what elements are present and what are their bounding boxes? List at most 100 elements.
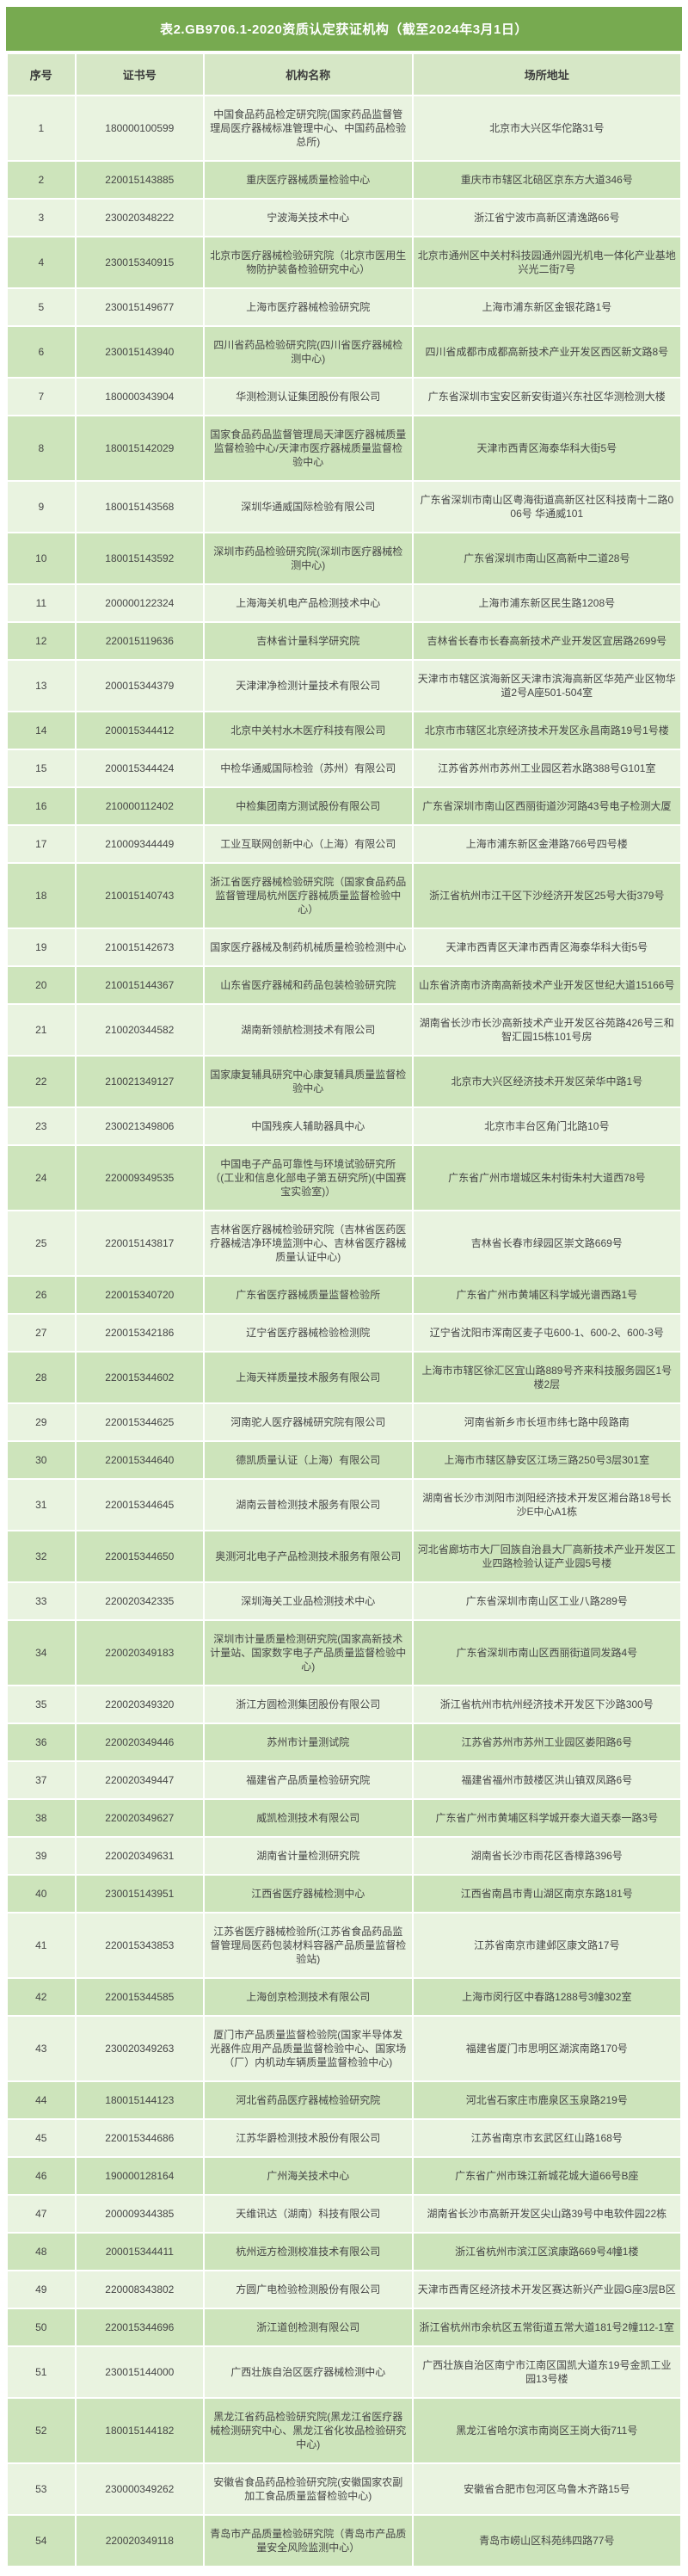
cell-address: 湖南省长沙市雨花区香樟路396号 [413,1838,680,1874]
cell-address: 上海市市辖区静安区江场三路250号3层301室 [413,1442,680,1478]
cell-address: 北京市通州区中关村科技园通州园光机电一体化产业基地兴光二街7号 [413,237,680,287]
cell-index: 30 [8,1442,75,1478]
cell-cert-number: 210015144367 [76,967,204,1003]
cell-address: 江苏省苏州市苏州工业园区娄阳路6号 [413,1724,680,1760]
cell-cert-number: 220015344650 [76,1531,204,1581]
cell-cert-number: 220015344585 [76,1979,204,2015]
table-row: 28 220015344602 上海天祥质量技术服务有限公司 上海市市辖区徐汇区宜山路… [8,1353,680,1402]
cell-index: 39 [8,1838,75,1874]
cell-cert-number: 220015143817 [76,1211,204,1275]
table-row: 47 200009344385 天维讯达（湖南）科技有限公司 湖南省长沙市高新开发区尖… [8,2196,680,2232]
cell-institution-name: 国家医疗器械及制药机械质量检验检测中心 [205,929,412,965]
cell-institution-name: 山东省医疗器械和药品包装检验研究院 [205,967,412,1003]
cell-cert-number: 220020349627 [76,1800,204,1836]
table-row: 20 210015144367 山东省医疗器械和药品包装检验研究院 山东省济南市济南高… [8,967,680,1003]
table-row: 13 200015344379 天津津净检测计量技术有限公司 天津市市辖区滨海新区天津… [8,661,680,711]
certification-table-container: 表2.GB9706.1-2020资质认定获证机构（截至2024年3月1日） 序号… [6,7,682,2567]
table-row: 11 200000122324 上海海关机电产品检测技术中心 上海市浦东新区民生路12… [8,585,680,621]
table-row: 33 220020342335 深圳海关工业品检测技术中心 广东省深圳市南山区工业八路… [8,1583,680,1619]
cell-index: 54 [8,2516,75,2566]
cell-index: 4 [8,237,75,287]
cell-index: 27 [8,1315,75,1351]
cell-address: 天津市市辖区滨海新区天津市滨海高新区华苑产业区物华道2号A座501-504室 [413,661,680,711]
cell-cert-number: 220015343853 [76,1914,204,1977]
table-row: 48 200015344411 杭州远方检测校准技术有限公司 浙江省杭州市滨江区滨康路… [8,2234,680,2270]
cell-institution-name: 天津津净检测计量技术有限公司 [205,661,412,711]
table-row: 2 220015143885 重庆医疗器械质量检验中心 重庆市市辖区北碚区京东方大道3… [8,162,680,198]
cell-address: 天津市西青区海泰华科大街5号 [413,416,680,480]
cell-index: 47 [8,2196,75,2232]
table-row: 32 220015344650 奥测河北电子产品检测技术服务有限公司 河北省廊坊市大厂… [8,1531,680,1581]
cell-institution-name: 北京市医疗器械检验研究院（北京市医用生物防护装备检验研究中心） [205,237,412,287]
cell-index: 32 [8,1531,75,1581]
cell-institution-name: 湖南新领航检测技术有限公司 [205,1005,412,1055]
cell-index: 13 [8,661,75,711]
cell-index: 44 [8,2082,75,2118]
table-row: 21 210020344582 湖南新领航检测技术有限公司 湖南省长沙市长沙高新技术产… [8,1005,680,1055]
cell-institution-name: 浙江道创检测有限公司 [205,2309,412,2345]
cell-address: 广东省深圳市南山区高新中二道28号 [413,533,680,583]
table-row: 5 230015149677 上海市医疗器械检验研究院 上海市浦东新区金银花路1号 [8,289,680,325]
table-row: 10 180015143592 深圳市药品检验研究院(深圳市医疗器械检测中心) 广东省… [8,533,680,583]
cell-index: 50 [8,2309,75,2345]
cell-cert-number: 200015344424 [76,750,204,786]
cell-address: 江苏省南京市建邺区康文路17号 [413,1914,680,1977]
cell-cert-number: 220015340720 [76,1277,204,1313]
cell-address: 山东省济南市济南高新技术产业开发区世纪大道15166号 [413,967,680,1003]
table-body: 1 180000100599 中国食品药品检定研究院(国家药品监督管理局医疗器械标准… [8,96,680,2566]
table-row: 25 220015143817 吉林省医疗器械检验研究院（吉林省医药医疗器械洁净环境… [8,1211,680,1275]
table-row: 15 200015344424 中检华通威国际检验（苏州）有限公司 江苏省苏州市苏州工… [8,750,680,786]
table-row: 53 230000349262 安徽省食品药品检验研究院(安徽国家农副加工食品质量监… [8,2464,680,2514]
cell-index: 9 [8,482,75,532]
table-row: 50 220015344696 浙江道创检测有限公司 浙江省杭州市余杭区五常街道五常大… [8,2309,680,2345]
cell-cert-number: 220015344645 [76,1480,204,1530]
cell-address: 广东省广州市增城区朱村街朱村大道西78号 [413,1146,680,1210]
cell-institution-name: 上海天祥质量技术服务有限公司 [205,1353,412,1402]
cell-cert-number: 220015344602 [76,1353,204,1402]
table-row: 9 180015143568 深圳华通威国际检验有限公司 广东省深圳市南山区粤海街道高… [8,482,680,532]
cell-address: 上海市浦东新区金银花路1号 [413,289,680,325]
cell-institution-name: 德凯质量认证（上海）有限公司 [205,1442,412,1478]
cell-address: 福建省厦门市思明区湖滨南路170号 [413,2017,680,2080]
cell-address: 浙江省杭州市杭州经济技术开发区下沙路300号 [413,1686,680,1722]
table-row: 30 220015344640 德凯质量认证（上海）有限公司 上海市市辖区静安区江场三… [8,1442,680,1478]
cell-institution-name: 安徽省食品药品检验研究院(安徽国家农副加工食品质量监督检验中心) [205,2464,412,2514]
table-row: 16 210000112402 中检集团南方测试股份有限公司 广东省深圳市南山区西丽街… [8,788,680,824]
table-row: 39 220020349631 湖南省计量检测研究院 湖南省长沙市雨花区香樟路396号 [8,1838,680,1874]
cell-cert-number: 220009349535 [76,1146,204,1210]
cell-institution-name: 华测检测认证集团股份有限公司 [205,379,412,415]
cell-address: 北京市大兴区经济技术开发区荣华中路1号 [413,1057,680,1106]
cell-address: 上海市闵行区中春路1288号3幢302室 [413,1979,680,2015]
cell-index: 53 [8,2464,75,2514]
cell-address: 四川省成都市成都高新技术产业开发区西区新文路8号 [413,327,680,377]
table-row: 4 230015340915 北京市医疗器械检验研究院（北京市医用生物防护装备检验研… [8,237,680,287]
cell-address: 吉林省长春市绿园区崇文路669号 [413,1211,680,1275]
cell-index: 10 [8,533,75,583]
table-row: 23 230021349806 中国残疾人辅助器具中心 北京市丰台区角门北路10号 [8,1108,680,1144]
cell-institution-name: 重庆医疗器械质量检验中心 [205,162,412,198]
cell-institution-name: 河北省药品医疗器械检验研究院 [205,2082,412,2118]
cell-institution-name: 湖南云普检测技术服务有限公司 [205,1480,412,1530]
cell-institution-name: 深圳华通威国际检验有限公司 [205,482,412,532]
cell-address: 湖南省长沙市高新开发区尖山路39号中电软件园22栋 [413,2196,680,2232]
cell-institution-name: 广西壮族自治区医疗器械检测中心 [205,2347,412,2397]
cell-cert-number: 230021349806 [76,1108,204,1144]
column-header-address: 场所地址 [413,54,680,95]
table-row: 27 220015342186 辽宁省医疗器械检验检测院 辽宁省沈阳市浑南区麦子屯60… [8,1315,680,1351]
cell-index: 17 [8,826,75,862]
cell-institution-name: 天维讯达（湖南）科技有限公司 [205,2196,412,2232]
cell-institution-name: 江西省医疗器械检测中心 [205,1876,412,1912]
cell-index: 40 [8,1876,75,1912]
cell-address: 湖南省长沙市浏阳市浏阳经济技术开发区湘台路18号长沙E中心A1栋 [413,1480,680,1530]
cell-cert-number: 180000343904 [76,379,204,415]
table-row: 7 180000343904 华测检测认证集团股份有限公司 广东省深圳市宝安区新安街道… [8,379,680,415]
cell-index: 14 [8,712,75,749]
cell-institution-name: 威凯检测技术有限公司 [205,1800,412,1836]
cell-institution-name: 苏州市计量测试院 [205,1724,412,1760]
table-row: 26 220015340720 广东省医疗器械质量监督检验所 广东省广州市黄埔区科学城… [8,1277,680,1313]
cell-address: 黑龙江省哈尔滨市南岗区王岗大街711号 [413,2399,680,2462]
cell-index: 22 [8,1057,75,1106]
cell-index: 5 [8,289,75,325]
cell-cert-number: 220020349183 [76,1621,204,1685]
cell-index: 23 [8,1108,75,1144]
